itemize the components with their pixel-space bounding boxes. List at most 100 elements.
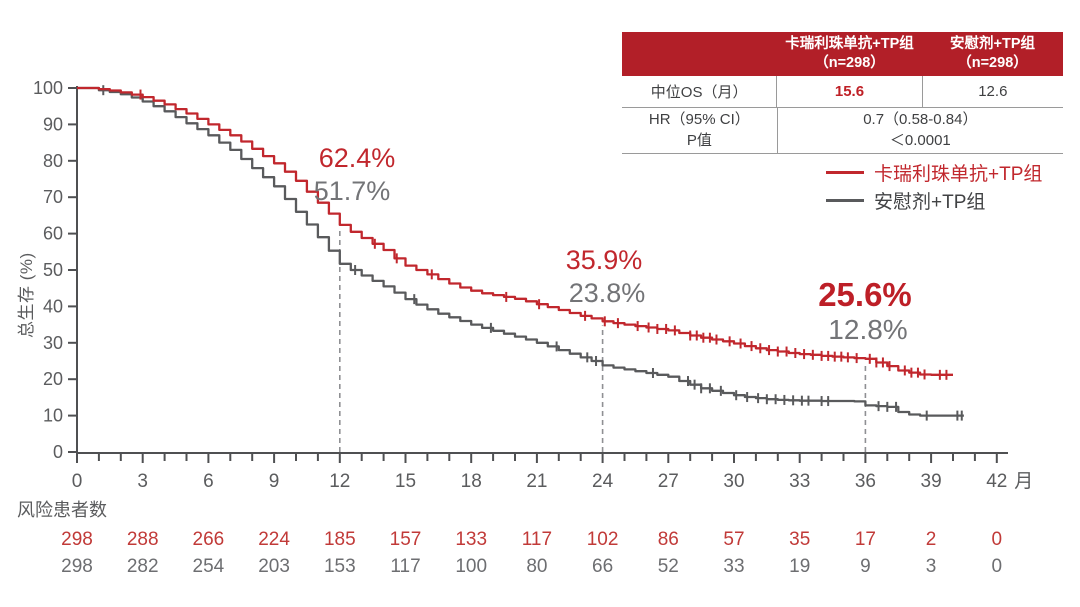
risk-count: 288 xyxy=(127,529,159,550)
legend-item-camrelizumab: 卡瑞利珠单抗+TP组 xyxy=(826,158,1042,186)
x-tick-label: 30 xyxy=(723,471,744,492)
y-tick-label: 0 xyxy=(53,442,63,462)
risk-count: 185 xyxy=(324,529,356,550)
landmark-dashed-lines xyxy=(338,228,867,452)
risk-table-title: 风险患者数 xyxy=(17,500,107,520)
risk-count: 0 xyxy=(992,529,1003,550)
median-os-camrelizumab: 15.6 xyxy=(776,76,923,107)
arm-name: 卡瑞利珠单抗+TP组 xyxy=(785,36,914,53)
risk-count: 57 xyxy=(723,529,744,550)
risk-count: 35 xyxy=(789,529,810,550)
x-tick-label: 9 xyxy=(269,471,280,492)
hr-value: 0.7（0.58-0.84） xyxy=(863,111,978,129)
annotation-23.8%: 23.8% xyxy=(569,278,646,308)
risk-count: 52 xyxy=(658,556,679,577)
annotation-12.8%: 12.8% xyxy=(828,314,907,345)
results-table: 卡瑞利珠单抗+TP组 （n=298） 安慰剂+TP组 （n=298） 中位OS（… xyxy=(622,32,1063,154)
x-tick-label: 15 xyxy=(395,471,416,492)
risk-count: 133 xyxy=(455,529,487,550)
risk-count: 298 xyxy=(61,556,93,577)
risk-count: 224 xyxy=(258,529,290,550)
hr-pvalue-values: 0.7（0.58-0.84） ＜0.0001 xyxy=(776,108,1063,153)
risk-table: 298 288 266 224 185 157 133 117 102 86 57 35 17 2 0298… xyxy=(61,529,1002,577)
median-os-placebo: 12.6 xyxy=(978,83,1008,100)
risk-count: 203 xyxy=(258,556,290,577)
hr-label: HR（95% CI） xyxy=(648,111,750,129)
risk-count: 0 xyxy=(992,556,1003,577)
legend-item-placebo: 安慰剂+TP组 xyxy=(826,186,1042,214)
risk-count: 2 xyxy=(926,529,937,550)
p-label: P值 xyxy=(686,131,712,149)
arm-name: 安慰剂+TP组 xyxy=(950,36,1035,53)
risk-count: 298 xyxy=(61,529,93,550)
x-tick-label: 33 xyxy=(789,471,810,492)
x-tick-label: 6 xyxy=(203,471,214,492)
y-axis-ticks: 0 10 20 30 40 50 60 70 80 90 100 xyxy=(33,78,77,462)
x-tick-label: 21 xyxy=(526,471,547,492)
legend: 卡瑞利珠单抗+TP组 安慰剂+TP组 xyxy=(826,158,1042,214)
x-tick-label: 3 xyxy=(137,471,148,492)
censor-marks-placebo xyxy=(102,85,963,421)
x-tick-label: 24 xyxy=(592,471,614,492)
annotation-62.4%: 62.4% xyxy=(319,143,396,173)
y-tick-label: 60 xyxy=(43,224,63,244)
risk-count: 266 xyxy=(193,529,225,550)
placebo-legend-label: 安慰剂+TP组 xyxy=(874,191,986,213)
x-tick-label: 42 xyxy=(986,471,1007,492)
risk-count: 100 xyxy=(455,556,487,577)
risk-count: 80 xyxy=(526,556,547,577)
annotation-35.9%: 35.9% xyxy=(566,245,643,275)
header-placebo-arm: 安慰剂+TP组 （n=298） xyxy=(922,35,1063,73)
annotation-25.6%: 25.6% xyxy=(818,276,912,313)
risk-count: 33 xyxy=(723,556,744,577)
x-axis-unit: 月 xyxy=(1014,471,1033,492)
risk-row-camrelizumab: 298 288 266 224 185 157 133 117 102 86 57 35 17 2 0 xyxy=(61,529,1002,550)
km-curve-camrelizumab xyxy=(77,86,953,376)
risk-count: 254 xyxy=(193,556,225,577)
placebo-line-swatch xyxy=(826,198,864,202)
header-camrelizumab-arm: 卡瑞利珠单抗+TP组 （n=298） xyxy=(777,35,922,73)
x-tick-label: 39 xyxy=(921,471,942,492)
x-tick-label: 12 xyxy=(329,471,350,492)
risk-count: 9 xyxy=(860,556,871,577)
x-tick-label: 36 xyxy=(855,471,876,492)
median-os-row: 中位OS（月） 15.6 12.6 xyxy=(622,76,1063,108)
y-tick-label: 70 xyxy=(43,187,63,207)
x-tick-label: 0 xyxy=(72,471,83,492)
landmark-annotations: 62.4%51.7% 35.9%23.8% 25.6%12.8% xyxy=(314,143,912,345)
y-tick-label: 80 xyxy=(43,151,63,171)
arm-n: （n=298） xyxy=(957,55,1028,71)
x-tick-label: 18 xyxy=(461,471,482,492)
y-tick-label: 90 xyxy=(43,114,63,134)
results-table-header: 卡瑞利珠单抗+TP组 （n=298） 安慰剂+TP组 （n=298） xyxy=(622,32,1063,76)
risk-row-placebo: 298 282 254 203 153 117 100 80 66 52 33 19 9 3 0 xyxy=(61,556,1002,577)
y-tick-label: 30 xyxy=(43,333,63,353)
risk-count: 282 xyxy=(127,556,159,577)
arm-n: （n=298） xyxy=(814,55,885,71)
risk-count: 117 xyxy=(390,556,420,577)
x-tick-label: 27 xyxy=(658,471,679,492)
risk-count: 19 xyxy=(789,556,810,577)
y-tick-label: 20 xyxy=(43,369,63,389)
p-value: ＜0.0001 xyxy=(889,131,951,149)
risk-count: 86 xyxy=(658,529,679,550)
risk-count: 153 xyxy=(324,556,356,577)
y-axis-title: 总生存 (%) xyxy=(17,252,36,338)
y-tick-label: 100 xyxy=(33,78,63,98)
y-tick-label: 10 xyxy=(43,406,63,426)
risk-count: 17 xyxy=(855,529,876,550)
hr-pvalue-label: HR（95% CI） P值 xyxy=(622,110,777,151)
median-os-label: 中位OS（月） xyxy=(650,84,748,101)
hr-pvalue-row: HR（95% CI） P值 0.7（0.58-0.84） ＜0.0001 xyxy=(622,108,1063,154)
risk-count: 3 xyxy=(926,556,937,577)
x-axis-ticks: 0 3 6 9 12 15 18 21 24 27 30 33 36 39 42 月 xyxy=(72,453,1033,492)
risk-count: 117 xyxy=(522,529,552,550)
y-tick-label: 40 xyxy=(43,296,63,316)
y-tick-label: 50 xyxy=(43,260,63,280)
risk-count: 157 xyxy=(390,529,422,550)
annotation-51.7%: 51.7% xyxy=(314,176,391,206)
censor-marks-camrelizumab xyxy=(139,89,948,380)
camrelizumab-legend-label: 卡瑞利珠单抗+TP组 xyxy=(874,163,1043,185)
